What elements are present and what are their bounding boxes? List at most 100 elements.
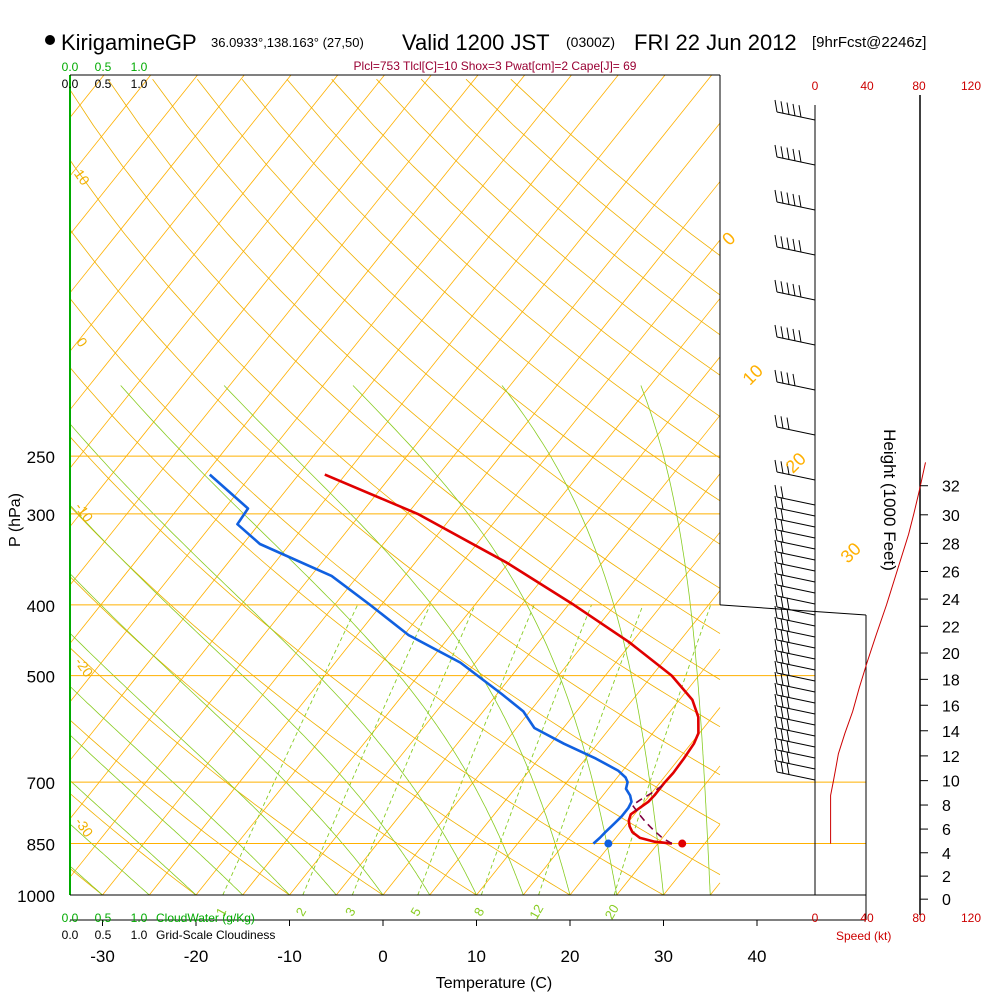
mixing-ratio-line [222, 604, 359, 896]
isobars [70, 455, 866, 896]
isotherm-line [616, 765, 721, 896]
pressure-tick-label: 400 [27, 597, 55, 616]
wind-barb-feather [774, 144, 778, 158]
speed-axis-title: Speed (kt) [836, 929, 891, 943]
wind-barb-feather [774, 506, 778, 520]
wind-barb-staff [776, 661, 816, 671]
wind-barb-feather [780, 281, 784, 294]
wind-barb-feather [780, 684, 784, 697]
temperature-tick-label: 30 [654, 947, 673, 966]
pressure-tick-label: 850 [27, 836, 55, 855]
valid-date: FRI 22 Jun 2012 [634, 30, 797, 55]
temperature-surface-point [678, 839, 687, 848]
wind-barb-staff [776, 518, 816, 528]
cloudwater-top-tick: 0.0 [62, 60, 79, 74]
isotherm-label: 0 [718, 228, 739, 249]
wind-barb-feather [786, 685, 790, 698]
wind-barb-staff [776, 595, 816, 605]
pressure-tick-label: 700 [27, 774, 55, 793]
dry-adiabat-line [420, 78, 721, 336]
chart-grid [69, 74, 866, 896]
wind-barb-feather [774, 279, 778, 293]
wind-barb-feather [798, 195, 802, 208]
height-tick-label: 18 [942, 672, 960, 689]
wind-barb-feather [780, 530, 784, 543]
mixing-ratio-label: 5 [407, 905, 424, 919]
isotherm-line [69, 74, 198, 235]
pressure-tick-label: 500 [27, 668, 55, 687]
moist-adiabat-line [501, 385, 664, 896]
moist-adiabat-line [69, 823, 150, 896]
station-location: 36.0933°,138.163° (27,50) [211, 35, 364, 50]
mixing-ratio-label: 3 [342, 905, 359, 919]
pressure-tick-label: 250 [27, 448, 55, 467]
cloudiness-bottom-tick: 1.0 [131, 928, 148, 942]
isotherm-line [69, 74, 292, 352]
wind-barb-staff [776, 529, 816, 539]
wind-barb-feather [774, 671, 778, 685]
dry-adiabat-line [107, 78, 721, 634]
mixing-ratio-line [613, 604, 712, 896]
dry-adiabat-label: -30 [72, 814, 97, 840]
height-tick-label: 32 [942, 479, 960, 496]
wind-barb-feather [786, 751, 790, 764]
wind-barb-feather [774, 759, 778, 773]
wind-barb-staff [776, 496, 816, 506]
wind-barb-feather [780, 585, 784, 598]
speed-bottom-tick: 0 [812, 911, 819, 925]
wind-barb-feather [780, 673, 784, 686]
dry-adiabat-line [286, 78, 721, 459]
wind-barb-feather [780, 761, 784, 774]
isotherm-line [69, 74, 105, 118]
wind-barb-feather [774, 528, 778, 542]
wind-barb-feather [774, 539, 778, 553]
temperature-tick-label: 10 [467, 947, 486, 966]
dry-adiabat-line [69, 367, 721, 875]
wind-barb-feather [774, 737, 778, 751]
dry-adiabat-line [69, 719, 290, 896]
height-tick-label: 30 [942, 508, 960, 525]
cloudwater-top-tick: 0.5 [95, 60, 112, 74]
wind-barb-staff [776, 606, 816, 616]
dry-adiabat-line [510, 78, 721, 256]
wind-barb-feather [798, 105, 802, 118]
dry-adiabat-line [69, 647, 384, 896]
wind-barb-feather [774, 649, 778, 663]
wind-barbs [774, 99, 816, 781]
isotherm-line [69, 74, 713, 878]
wind-barb-feather [780, 618, 784, 631]
height-tick-label: 2 [942, 869, 951, 886]
y-axis-title: P (hPa) [7, 493, 24, 547]
wind-barb-feather [780, 416, 784, 429]
wind-barb-feather [780, 146, 784, 159]
dry-adiabat-label: 10 [71, 166, 93, 188]
wind-barb-staff [776, 551, 816, 561]
height-tick-label: 12 [942, 749, 960, 766]
wind-barb-staff [776, 760, 816, 770]
wind-barb-feather [780, 662, 784, 675]
wind-barb-feather [780, 640, 784, 653]
moist-adiabat-line [69, 423, 477, 896]
height-tick-label: 10 [942, 774, 960, 791]
dry-adiabat-line [69, 506, 571, 896]
x-axis-title: Temperature (C) [436, 975, 552, 992]
forecast-info: [9hrFcst@2246z] [812, 34, 926, 51]
height-tick-label: 26 [942, 564, 960, 581]
temperature-tick-label: 40 [748, 947, 767, 966]
dewpoint-surface-point [604, 839, 613, 848]
pressure-tick-label: 1000 [17, 887, 55, 906]
wind-barb-staff [776, 738, 816, 748]
wind-barb-feather [798, 330, 802, 343]
wind-barb-feather [786, 102, 790, 115]
pressure-tick-label: 300 [27, 506, 55, 525]
wind-barb-staff [776, 650, 816, 660]
wind-barb-feather [786, 663, 790, 676]
moist-adiabat-line [640, 385, 711, 896]
isotherm-line [195, 239, 721, 896]
wind-barb-feather [786, 597, 790, 610]
cloudwater-label: CloudWater (g/Kg) [156, 911, 255, 925]
wind-barb-feather [786, 372, 790, 385]
wind-barb-staff [776, 683, 816, 693]
wind-barb-feather [786, 327, 790, 340]
